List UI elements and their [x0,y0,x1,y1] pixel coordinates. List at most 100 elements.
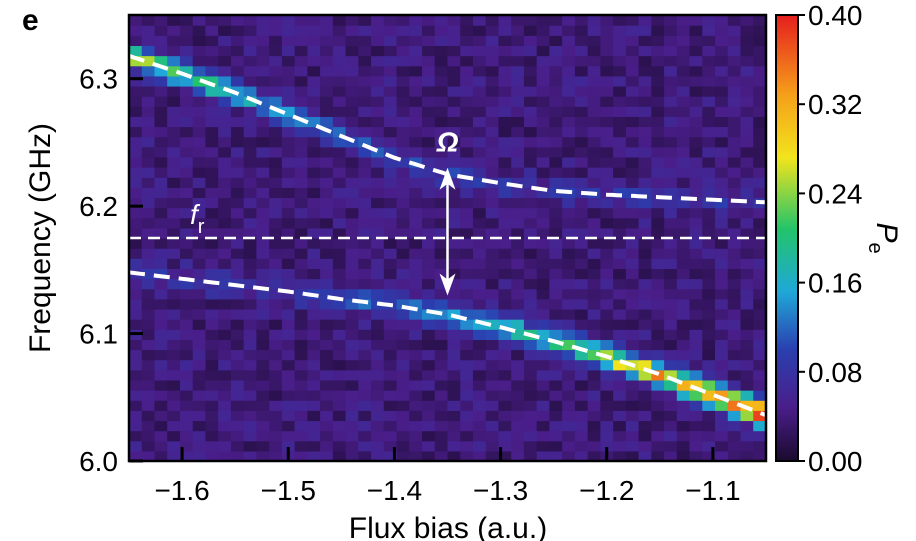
heatmap-cell [167,65,181,77]
heatmap-cell [434,339,449,351]
heatmap-cell [676,85,691,97]
heatmap-cell [281,65,296,77]
plot-frame [127,13,768,463]
heatmap-cell [600,339,614,351]
heatmap-cell [256,136,270,148]
heatmap-cell [383,167,398,178]
heatmap-cell [447,85,461,97]
heatmap-cell [523,319,538,330]
heatmap-cell [689,298,703,310]
heatmap-cell [753,85,766,97]
heatmap-cell [358,126,372,138]
heatmap-cell [230,25,245,36]
heatmap-cell [192,349,207,361]
heatmap-cell [536,197,551,209]
heatmap-cell [613,288,627,300]
heatmap-cell [511,238,525,249]
heatmap-cell [740,177,754,188]
heatmap-cell [676,329,691,340]
heatmap-cell [332,116,347,128]
heatmap-cell [664,116,678,128]
heatmap-cell [129,440,143,452]
heatmap-cell [511,217,525,229]
heatmap-cell [460,238,474,249]
heatmap-cell [753,390,766,401]
heatmap-cell [141,116,156,128]
heatmap-cell [472,116,487,128]
heatmap-cell [256,420,270,432]
heatmap-cell [638,278,652,290]
heatmap-cell [230,116,245,128]
heatmap-cell [664,96,678,107]
heatmap-cell [371,288,385,300]
heatmap-cell [753,45,766,57]
heatmap-cell [587,379,601,391]
heatmap-cell [332,450,347,461]
heatmap-cell [129,177,143,188]
heatmap-cell [689,369,703,381]
heatmap-cell [562,136,576,148]
heatmap-cell [269,248,283,259]
heatmap-cell [409,96,423,107]
heatmap-cell [129,339,143,351]
heatmap-cell [434,187,449,199]
heatmap-cell [727,288,742,300]
heatmap-cell [460,440,474,452]
heatmap-cell [562,258,576,270]
heatmap-cell [243,339,257,351]
heatmap-cell [179,146,194,158]
heatmap-cell [574,450,589,461]
heatmap-cell [613,390,627,401]
heatmap-cell [498,288,512,300]
heatmap-cell [613,197,627,209]
splitting-arrow-head-bottom [439,273,456,296]
heatmap-cell [689,96,703,107]
heatmap-cell [179,217,194,229]
heatmap-cell [511,35,525,47]
heatmap-cell [702,75,716,87]
heatmap-cell [715,177,729,188]
heatmap-cell [651,440,665,452]
heatmap-cell [230,45,245,57]
colorbar-tick-label: 0.00 [808,446,863,477]
heatmap-cell [422,400,436,411]
heatmap-cell [434,25,449,36]
heatmap-cell [218,106,232,117]
heatmap-cell [167,136,181,148]
heatmap-cell [230,65,245,77]
heatmap-cell [422,25,436,36]
heatmap-cell [498,35,512,47]
heatmap-cell [256,75,270,87]
heatmap-cell [753,25,766,36]
heatmap-cell [536,440,551,452]
heatmap-cell [434,238,449,249]
heatmap-cell [281,156,296,168]
heatmap-cell [409,359,423,371]
heatmap-cell [205,248,219,259]
heatmap-cell [269,298,283,310]
heatmap-cell [460,65,474,77]
heatmap-cell [345,156,359,168]
heatmap-cell [205,146,219,158]
heatmap-cell [511,379,525,391]
heatmap-cell [523,116,538,128]
heatmap-cell [702,349,716,361]
heatmap-cell [523,379,538,391]
heatmap-cell [676,349,691,361]
heatmap-cell [562,55,576,67]
heatmap-cell [689,126,703,138]
heatmap-cell [218,420,232,432]
heatmap-cell [498,278,512,290]
heatmap-cell [753,35,766,47]
heatmap-cell [358,319,372,330]
panel-label: e [22,4,39,37]
heatmap-cell [256,329,270,340]
heatmap-cell [651,156,665,168]
heatmap-cell [371,136,385,148]
heatmap-cell [167,126,181,138]
heatmap-cell [625,238,640,249]
heatmap-cell [536,15,551,26]
heatmap-cell [230,187,245,199]
heatmap-cell [409,126,423,138]
heatmap-cell [562,75,576,87]
